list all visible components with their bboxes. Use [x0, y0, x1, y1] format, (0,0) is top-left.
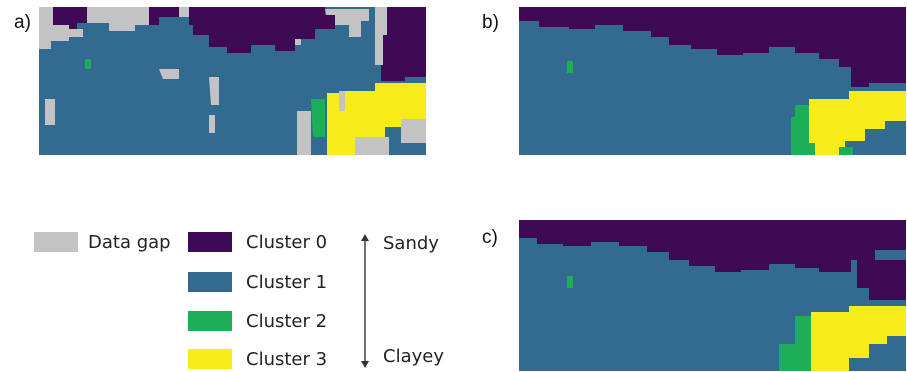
cluster-3-label: Cluster 3: [246, 349, 328, 370]
cluster-2-label: Cluster 2: [246, 311, 328, 332]
panel-b-label: b): [482, 12, 499, 33]
cluster-3-swatch: [188, 349, 232, 369]
cluster-2-swatch: [188, 311, 232, 331]
cluster-map-a: [39, 7, 426, 155]
sandy-clayey-arrow: [361, 234, 369, 368]
panel-a-label: a): [14, 12, 31, 33]
cluster-map-b: [519, 7, 906, 155]
data-gap-label: Data gap: [88, 232, 171, 253]
panel-c-label: c): [482, 227, 498, 248]
cluster-map-c: [519, 220, 906, 371]
cluster-1-swatch: [188, 272, 232, 292]
cluster-0-label: Cluster 0: [246, 232, 328, 253]
cluster-1-label: Cluster 1: [246, 272, 328, 293]
clayey-label: Clayey: [383, 346, 444, 367]
sandy-label: Sandy: [383, 233, 439, 254]
data-gap-swatch: [34, 232, 78, 252]
cluster-0-swatch: [188, 232, 232, 252]
